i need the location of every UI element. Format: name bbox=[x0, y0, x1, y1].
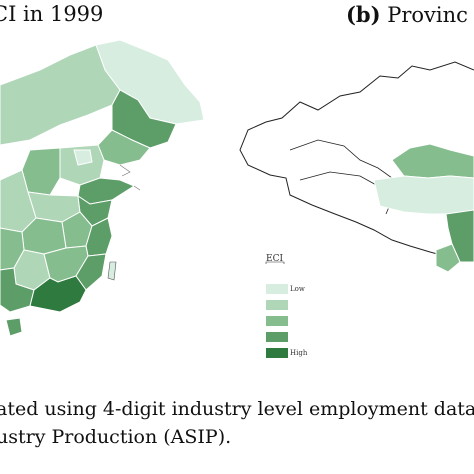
panel-a-map bbox=[0, 39, 205, 337]
province-hainan bbox=[5, 317, 23, 337]
caption-line-2: ustry Production (ASIP). bbox=[0, 426, 232, 448]
legend-item-label-0: Low bbox=[290, 285, 305, 293]
legend-bracket bbox=[265, 261, 285, 264]
province-qinghai bbox=[373, 175, 474, 215]
province-outline-xinjiang bbox=[289, 139, 393, 179]
province-gansu bbox=[391, 143, 474, 179]
country-outline-west bbox=[239, 61, 474, 263]
coastline-outline bbox=[119, 164, 141, 191]
legend-swatch-1 bbox=[266, 300, 288, 310]
legend-swatch-4 bbox=[266, 348, 288, 358]
province-yunnan bbox=[435, 243, 461, 273]
panel-b-map bbox=[239, 61, 474, 273]
legend bbox=[265, 261, 288, 358]
legend-title: ECI bbox=[266, 254, 284, 264]
panel-b-title: (b) Provinc bbox=[346, 2, 468, 27]
caption-line-1: ated using 4-digit industry level employ… bbox=[0, 398, 474, 420]
legend-swatch-3 bbox=[266, 332, 288, 342]
legend-swatch-2 bbox=[266, 316, 288, 326]
province-jilin bbox=[111, 89, 177, 149]
legend-swatch-0 bbox=[266, 284, 288, 294]
panel-b-letter: (b) bbox=[346, 2, 381, 27]
province-taiwan bbox=[107, 261, 117, 281]
panel-b-title-text: Provinc bbox=[387, 3, 468, 27]
panel-a-title: CI in 1999 bbox=[0, 2, 104, 26]
province-north-strip bbox=[0, 44, 121, 146]
province-guangdong bbox=[29, 275, 87, 313]
province-shanxi bbox=[21, 147, 61, 196]
legend-item-label-4: High bbox=[290, 349, 308, 357]
province-fujian bbox=[75, 253, 107, 291]
province-beijing-tianjin bbox=[73, 149, 93, 166]
